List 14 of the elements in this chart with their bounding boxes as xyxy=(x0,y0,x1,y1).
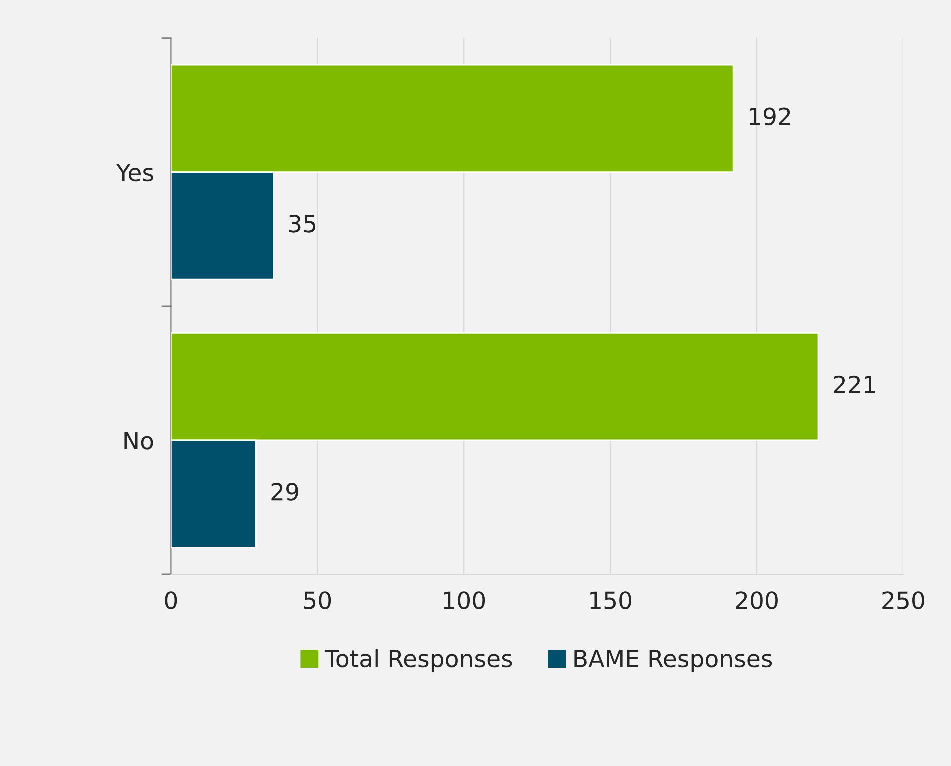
x-tick-label: 100 xyxy=(444,592,486,610)
legend-label: Total Responses xyxy=(324,649,512,672)
data-label: 221 xyxy=(834,376,876,394)
x-tick-label: 250 xyxy=(882,592,924,610)
y-tick-label: No xyxy=(124,432,154,450)
y-tick-label: Yes xyxy=(116,164,154,182)
x-tick-label: 200 xyxy=(736,592,778,610)
legend-label: BAME Responses xyxy=(574,650,772,672)
x-tick-label: 0 xyxy=(165,592,178,610)
x-tick-label: 150 xyxy=(590,592,632,610)
x-tick-label: 50 xyxy=(304,592,332,610)
data-label: 192 xyxy=(750,108,790,126)
data-label: 35 xyxy=(289,214,316,233)
data-label: 29 xyxy=(272,483,298,501)
